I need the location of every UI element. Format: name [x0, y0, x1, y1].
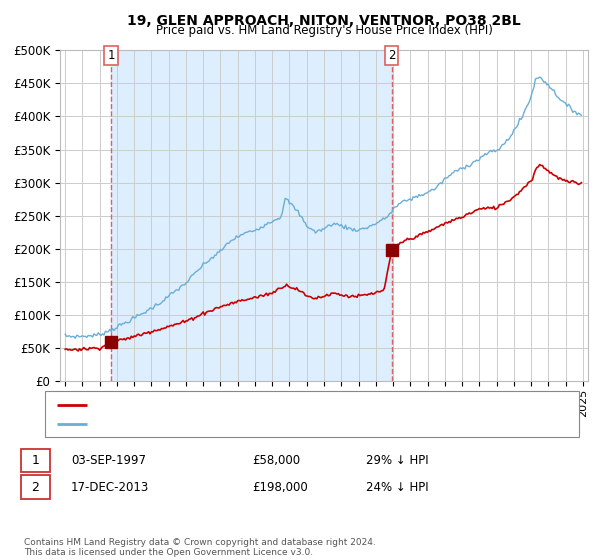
- Text: £198,000: £198,000: [252, 480, 308, 494]
- Bar: [111, 50, 392, 381]
- Text: HPI: Average price, detached house, Isle of Wight: HPI: Average price, detached house, Isle…: [93, 419, 368, 429]
- Text: 2: 2: [31, 480, 40, 494]
- Text: 03-SEP-1997: 03-SEP-1997: [71, 454, 146, 467]
- Text: 17-DEC-2013: 17-DEC-2013: [71, 480, 149, 494]
- Text: 29% ↓ HPI: 29% ↓ HPI: [366, 454, 428, 467]
- Text: 2: 2: [388, 49, 395, 62]
- Text: 24% ↓ HPI: 24% ↓ HPI: [366, 480, 428, 494]
- Text: 19, GLEN APPROACH, NITON, VENTNOR, PO38 2BL: 19, GLEN APPROACH, NITON, VENTNOR, PO38 …: [127, 14, 521, 28]
- Text: 19, GLEN APPROACH, NITON, VENTNOR, PO38 2BL (detached house): 19, GLEN APPROACH, NITON, VENTNOR, PO38 …: [93, 400, 476, 410]
- Text: Price paid vs. HM Land Registry's House Price Index (HPI): Price paid vs. HM Land Registry's House …: [155, 24, 493, 37]
- Text: 1: 1: [31, 454, 40, 467]
- Text: Contains HM Land Registry data © Crown copyright and database right 2024.
This d: Contains HM Land Registry data © Crown c…: [24, 538, 376, 557]
- Text: £58,000: £58,000: [252, 454, 300, 467]
- Text: 1: 1: [107, 49, 115, 62]
